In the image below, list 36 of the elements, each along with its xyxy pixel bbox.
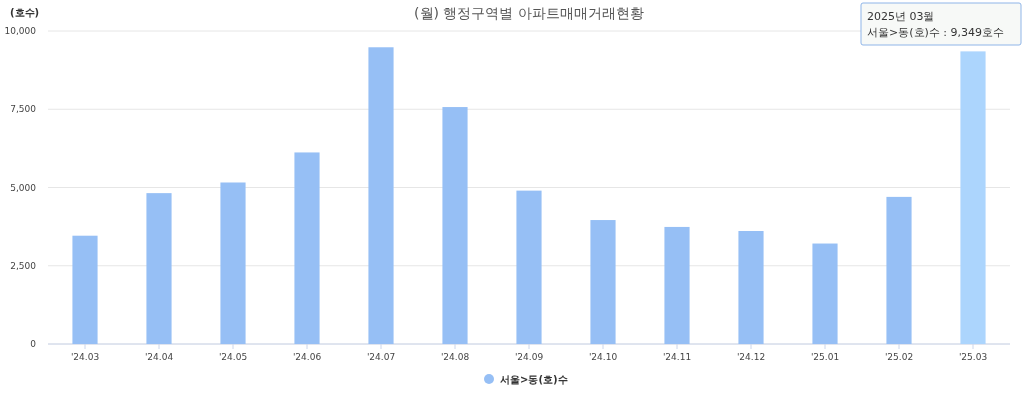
y-tick-label: 5,000 (10, 182, 37, 193)
x-tick-label: '24.10 (588, 352, 618, 362)
x-tick-label: '24.05 (218, 352, 248, 362)
x-tick-label: '24.12 (736, 352, 766, 362)
x-tick-label: '25.03 (958, 352, 988, 362)
x-tick-label: '24.04 (144, 352, 174, 362)
bar (664, 226, 690, 344)
bar (220, 182, 246, 344)
x-tick-label: '24.08 (440, 352, 470, 362)
legend-label: 서울>동(호)수 (500, 374, 568, 385)
annotation: 서울>동(호)수 : 9,349호수 (867, 26, 1004, 39)
x-tick-label: '24.11 (662, 352, 692, 362)
bar (146, 193, 172, 344)
bar (72, 235, 98, 344)
bar (738, 231, 764, 344)
bar (294, 152, 320, 344)
x-tick-label: '24.07 (366, 352, 396, 362)
y-tick-label: 2,500 (10, 260, 37, 271)
bar (590, 220, 616, 344)
bar (442, 107, 468, 344)
x-tick-label: '24.09 (514, 352, 544, 362)
y-tick-label: 10,000 (4, 26, 37, 36)
y-tick-label: 0 (30, 339, 37, 349)
y-axis-title: (호수) (10, 7, 40, 18)
text: 2025년 03월 (867, 10, 935, 23)
x-tick-label: '24.03 (70, 352, 100, 362)
bar (812, 243, 838, 344)
bar (368, 47, 394, 344)
x-tick-label: '24.06 (292, 352, 322, 362)
bar (960, 51, 986, 344)
bar (886, 196, 912, 344)
bar (516, 190, 542, 344)
x-tick-label: '25.01 (810, 352, 840, 362)
x-tick-label: '25.02 (884, 352, 914, 362)
chart-title: (월) 행정구역별 아파트매매거래현황 (414, 5, 644, 21)
y-tick-label: 7,500 (10, 104, 37, 115)
